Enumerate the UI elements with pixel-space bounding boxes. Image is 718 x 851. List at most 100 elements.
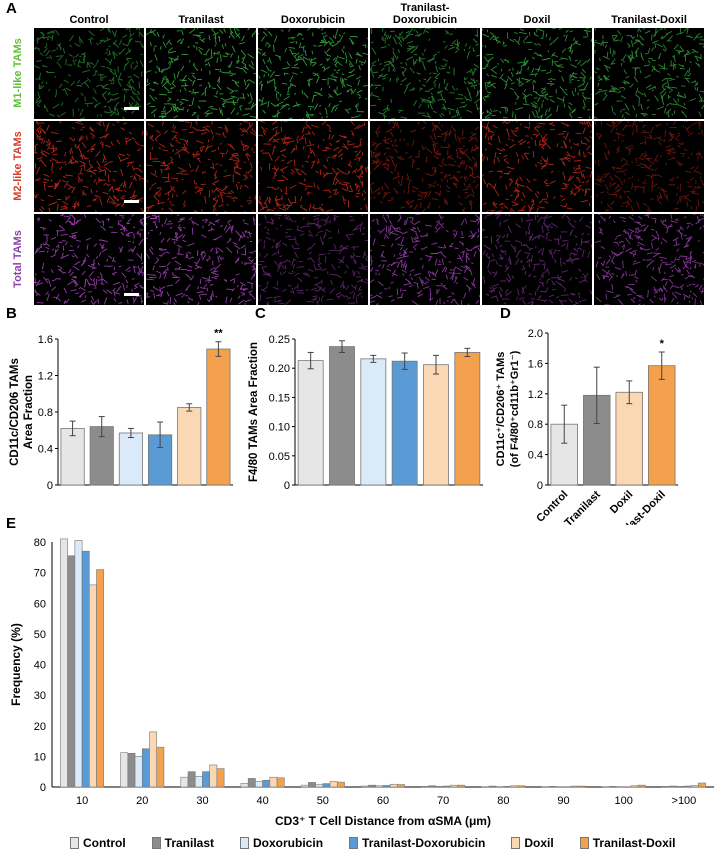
stain-texture (482, 121, 592, 212)
stain-strokes (258, 28, 368, 119)
micrograph-m2-like-tranilast-doxil (594, 121, 704, 212)
legend-label: Control (83, 836, 126, 850)
legend-item-doxorubicin: Doxorubicin (240, 836, 323, 850)
bar-doxil-50 (329, 781, 338, 788)
column-header-doxorubicin: Doxorubicin (280, 14, 346, 26)
y-tick-label: 20 (34, 721, 46, 733)
stain-texture (594, 28, 704, 119)
y-tick-label: 0.8 (528, 419, 543, 431)
bar-tranilast-doxorubicin-10 (81, 550, 90, 788)
y-tick-label: 0.10 (269, 422, 290, 434)
bar-tranilast-70 (428, 785, 437, 788)
legend-swatch (151, 837, 161, 849)
stain-texture (594, 121, 704, 212)
panel-label-c: C (255, 305, 266, 322)
bar-doxorubicin-40 (255, 781, 263, 788)
stain-strokes (370, 28, 480, 119)
bar-tranilast-doxil-10 (96, 569, 105, 788)
stain-strokes (146, 121, 256, 212)
bar-control-50 (300, 784, 309, 788)
stain-strokes (370, 214, 480, 305)
y-axis-title-line: CD11c/CD206 TAMs (9, 358, 21, 466)
micrograph-m2-like-doxorubicin (258, 121, 368, 212)
bar-tranilast-100 (608, 786, 617, 788)
legend-item-tranilast-doxil: Tranilast-Doxil (579, 836, 676, 850)
y-tick-label: 0.4 (38, 444, 53, 456)
stain-texture (258, 28, 368, 119)
legend-label: Tranilast-Doxil (592, 836, 676, 850)
row-label-total: Total TAMs (12, 211, 24, 307)
y-tick-label: 50 (34, 629, 46, 641)
x-tick-label: 90 (557, 795, 569, 807)
bar-doxil (177, 407, 202, 486)
stain-strokes (482, 121, 592, 212)
bar-doxil-90 (570, 785, 579, 788)
stain-texture (370, 28, 480, 119)
micrograph-m1-like-doxorubicin (258, 28, 368, 119)
legend-swatch (70, 837, 79, 849)
stain-texture (594, 214, 704, 305)
chart-b-area-fraction: 0 0.4 0.8 1.2 1.6 ** CD11c/CD206 TAMs Area Frac… (9, 328, 233, 492)
x-tick-label: 50 (317, 795, 329, 807)
bar-tranilast (329, 346, 355, 486)
bar-tranilast-doxil-70 (457, 784, 466, 788)
bar-control-40 (240, 783, 249, 788)
y-axis-title-line: Area Fraction (23, 375, 35, 449)
stain-strokes (370, 121, 480, 212)
bar-doxorubicin-10 (74, 540, 83, 788)
y-tick-label: 0 (284, 480, 290, 492)
chart-c-f480-area-fraction: 0 0.05 0.10 0.15 0.20 0.25 F4/80 TAMs Area Fra… (248, 334, 483, 492)
column-header-control: Control (69, 14, 109, 26)
row-label-main: Total (12, 261, 24, 288)
y-axis-title: Frequency (%) (9, 623, 23, 706)
bar-tranilast-40 (247, 778, 256, 788)
y-tick-label: 70 (34, 568, 46, 580)
y-tick-label: 0 (537, 480, 543, 492)
stain-texture (370, 121, 480, 212)
x-tick-label: 10 (76, 795, 88, 807)
bar-tranilast-90 (548, 786, 557, 788)
row-label-suffix: TAMs (12, 130, 24, 163)
micrograph-m2-like-doxil (482, 121, 592, 212)
micrograph-m2-like-control (34, 121, 144, 212)
bar-doxil-30 (209, 764, 218, 788)
y-axis-title-main: CD11c⁺/CD206⁺ TAMs (495, 352, 507, 467)
bar-doxil-80 (510, 785, 519, 788)
bar-tranilast-100 (669, 785, 677, 788)
stain-strokes (34, 28, 144, 119)
bar-doxil-40 (269, 776, 278, 788)
y-tick-label: 1.6 (38, 334, 53, 346)
stain-texture (146, 214, 256, 305)
stain-texture (258, 214, 368, 305)
x-tick-label: 60 (377, 795, 389, 807)
stain-strokes (482, 214, 592, 305)
bar-tranilast-doxil-50 (336, 781, 345, 788)
y-tick-label: 1.2 (38, 371, 53, 383)
y-tick-label: 40 (34, 660, 46, 672)
panel-label-b: B (6, 305, 17, 322)
y-tick-label: 0.4 (528, 450, 543, 462)
legend: Control Tranilast Doxorubicin Tranilast-Dox… (70, 836, 701, 850)
legend-label: Doxorubicin (253, 836, 324, 850)
stain-texture (34, 28, 144, 119)
bar-doxil (423, 364, 449, 486)
legend-item-tranilast: Tranilast (151, 836, 214, 850)
bar-doxil-10 (89, 584, 97, 788)
y-tick-label: 0.20 (269, 363, 290, 375)
y-axis-title: F4/80 TAMs Area Fraction (248, 342, 260, 482)
stain-strokes (258, 214, 368, 305)
bar-control-10 (60, 538, 68, 788)
row-label-suffix: TAMs (12, 229, 24, 262)
x-tick-label: 80 (497, 795, 509, 807)
bar-tranilast-doxorubicin-60 (382, 785, 391, 788)
bar-doxil-100 (630, 785, 639, 788)
y-tick-label: 1.6 (528, 358, 543, 370)
stain-strokes (594, 214, 704, 305)
bar-control-100 (661, 786, 670, 788)
y-tick-label: 0 (47, 480, 53, 492)
stain-strokes (34, 121, 144, 212)
stain-strokes (34, 214, 144, 305)
bar-tranilast-doxil-90 (577, 785, 586, 788)
micrograph-total-tranilast (146, 214, 256, 305)
row-label-main: M2-like (12, 162, 24, 201)
